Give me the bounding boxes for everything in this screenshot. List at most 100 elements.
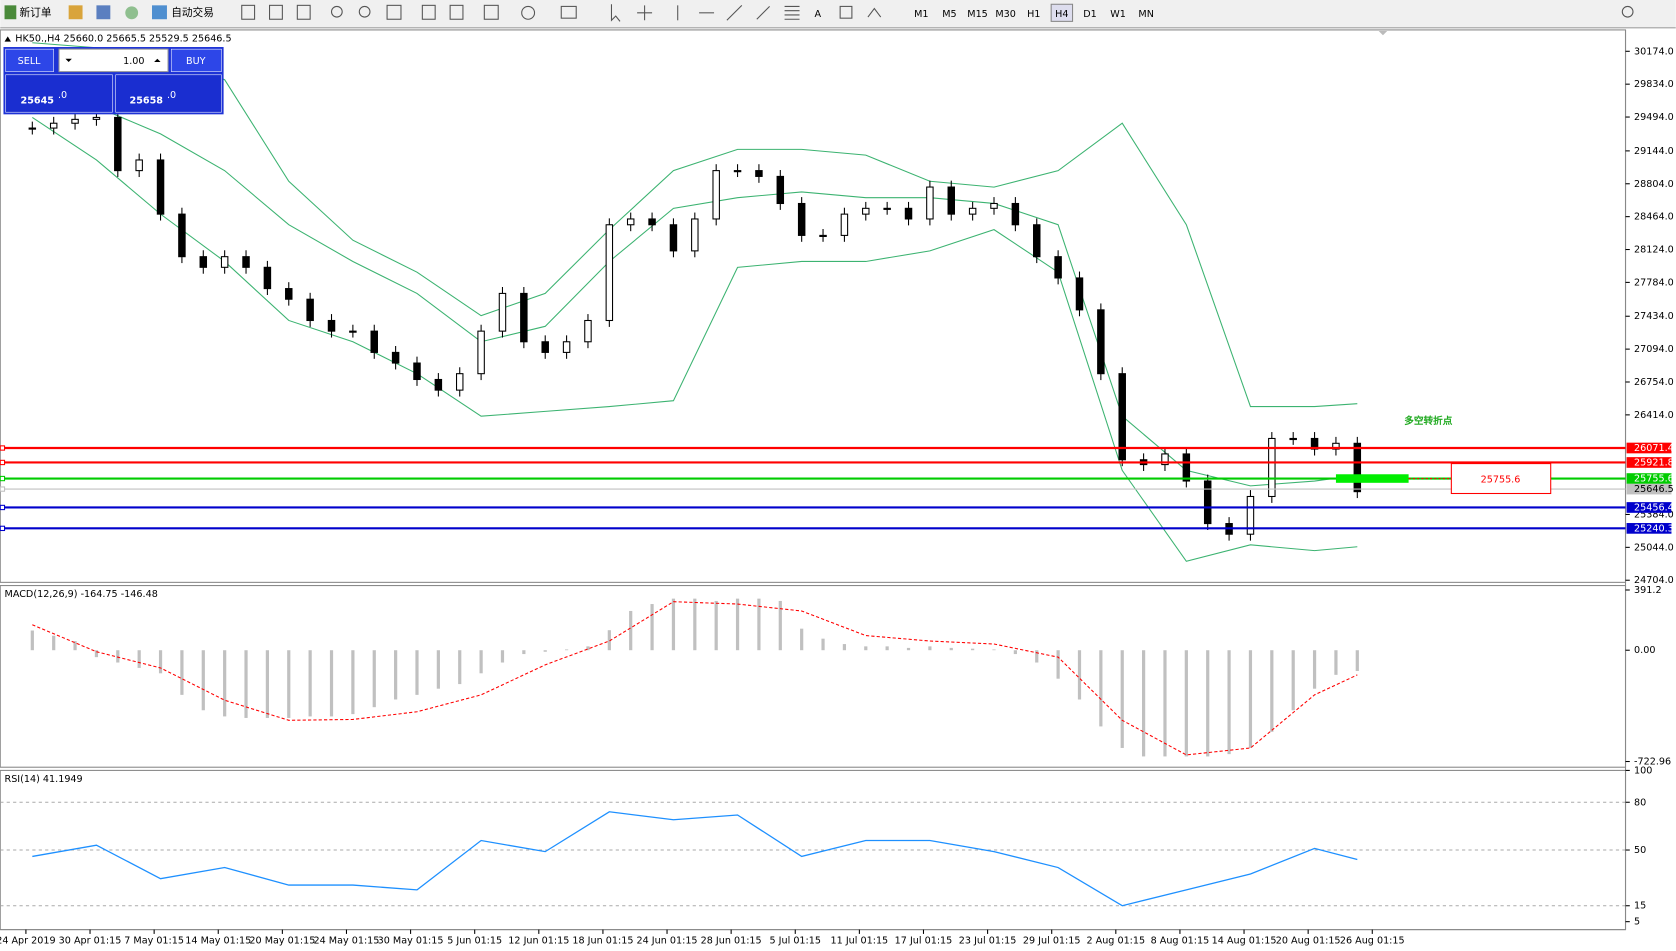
price-pane [0, 29, 1627, 583]
candle [926, 186, 934, 220]
lot-field[interactable] [58, 48, 169, 73]
macd-bar [265, 650, 270, 718]
text-tool[interactable]: A [814, 9, 821, 20]
annotation-price: 25755.6 [1481, 475, 1521, 486]
bollinger-lower [32, 116, 1358, 562]
macd-bar [158, 650, 163, 674]
scroll-icon[interactable] [421, 4, 436, 20]
level-tag [1626, 502, 1672, 513]
new-order-button[interactable]: 新订单 [19, 6, 51, 19]
x-tick-label: 5 Jun 01:15 [447, 935, 502, 946]
sell-button[interactable] [5, 48, 54, 72]
macd-bar [1141, 650, 1146, 757]
search-icon[interactable] [1621, 5, 1634, 18]
arrows-icon[interactable] [867, 7, 882, 18]
macd-bar [394, 650, 398, 700]
ask-fraction[interactable]: .0 [167, 90, 176, 101]
sell-label[interactable]: SELL [18, 56, 42, 67]
macd-bar [971, 648, 975, 651]
candle [1097, 309, 1105, 375]
bid-fraction[interactable]: .0 [58, 90, 67, 101]
toolbar-icon[interactable] [96, 5, 111, 20]
candle [1246, 495, 1255, 535]
lot-value[interactable]: 1.00 [123, 56, 144, 67]
ask-box[interactable] [115, 74, 222, 113]
bid-price[interactable]: 25645 [21, 95, 55, 106]
candle [220, 256, 229, 268]
period-icon[interactable] [521, 5, 536, 20]
timeframe-button[interactable]: MN [1138, 9, 1153, 20]
y-tick-label: 28124.0 [1634, 245, 1674, 256]
candle [413, 362, 421, 381]
chart-type-icon[interactable] [269, 4, 283, 20]
candle [1268, 437, 1276, 498]
auto-trading-button[interactable]: 自动交易 [171, 6, 214, 19]
candle [477, 330, 485, 375]
timeframe-button[interactable]: H1 [1027, 9, 1040, 20]
macd-bar [842, 644, 847, 651]
crosshair-icon[interactable] [637, 5, 653, 21]
x-tick-label: 29 Jul 01:15 [1023, 935, 1081, 946]
macd-bar [564, 649, 569, 651]
timeframe-button[interactable]: M15 [967, 9, 988, 20]
level-label: 25240.3 [1634, 523, 1674, 534]
macd-bar [671, 598, 676, 651]
macd-title: MACD(12,26,9) -164.75 -146.48 [5, 589, 158, 600]
zoom-in-icon[interactable] [330, 5, 343, 18]
timeframe-button[interactable]: M1 [914, 9, 928, 20]
y-tick-label: 5 [1634, 917, 1640, 928]
timeframe-button[interactable]: W1 [1110, 9, 1126, 20]
macd-bar [329, 650, 334, 717]
candle [349, 330, 357, 333]
auto-trading-icon[interactable] [151, 5, 167, 20]
fibo-icon[interactable] [784, 5, 800, 20]
x-tick-label: 14 May 01:15 [185, 935, 251, 946]
buy-label[interactable]: BUY [186, 56, 206, 67]
candle [327, 319, 336, 332]
cursor-icon[interactable] [610, 4, 621, 22]
macd-bar [928, 646, 932, 651]
ask-price[interactable]: 25658 [130, 95, 164, 106]
shift-icon[interactable] [449, 4, 464, 20]
chart-type-icon[interactable] [296, 4, 311, 20]
macd-bar [607, 630, 611, 651]
candle [669, 224, 678, 252]
macd-bar [1013, 650, 1017, 655]
candle [156, 159, 165, 215]
chart-type-icon[interactable] [241, 4, 256, 20]
timeframe-button[interactable]: M5 [942, 9, 956, 20]
bid-box[interactable] [5, 74, 113, 113]
candle [1332, 442, 1340, 450]
macd-bar [1035, 650, 1039, 663]
timeframe-button[interactable]: H4 [1055, 9, 1068, 20]
y-tick-label: 28464.0 [1634, 212, 1674, 223]
macd-bar [458, 650, 462, 685]
y-tick-label: 27784.0 [1634, 277, 1674, 288]
buy-button[interactable] [170, 48, 222, 72]
toolbar-icon[interactable] [68, 5, 83, 20]
candle [114, 116, 122, 172]
macd-bar [885, 646, 889, 651]
zoom-out-icon[interactable] [358, 5, 371, 18]
label-icon[interactable] [839, 5, 853, 19]
new-order-icon[interactable] [4, 5, 17, 20]
y-tick-label: 27434.0 [1634, 311, 1674, 322]
candle [776, 175, 785, 205]
toolbar-icon[interactable] [125, 6, 139, 20]
candle [904, 207, 913, 220]
indicators-icon[interactable] [483, 4, 499, 20]
timeframe-button[interactable]: M30 [995, 9, 1016, 20]
annotation-marker [1335, 474, 1409, 483]
template-icon[interactable] [560, 5, 577, 19]
level-handle [0, 445, 6, 451]
channel-icon[interactable] [756, 6, 770, 20]
x-tick-label: 14 Aug 01:15 [1212, 935, 1277, 946]
candle [862, 207, 870, 215]
candle [840, 213, 849, 236]
tile-icon[interactable] [386, 4, 402, 20]
one-click-trading: SELL 1.00 BUY 25645 .0 25658 .0 [3, 47, 224, 115]
symbol-header: HK50.,H4 25660.0 25665.5 25529.5 25646.5 [15, 33, 231, 44]
timeframe-button[interactable]: D1 [1083, 9, 1097, 20]
trendline-icon[interactable] [726, 4, 743, 21]
candle [28, 127, 37, 130]
